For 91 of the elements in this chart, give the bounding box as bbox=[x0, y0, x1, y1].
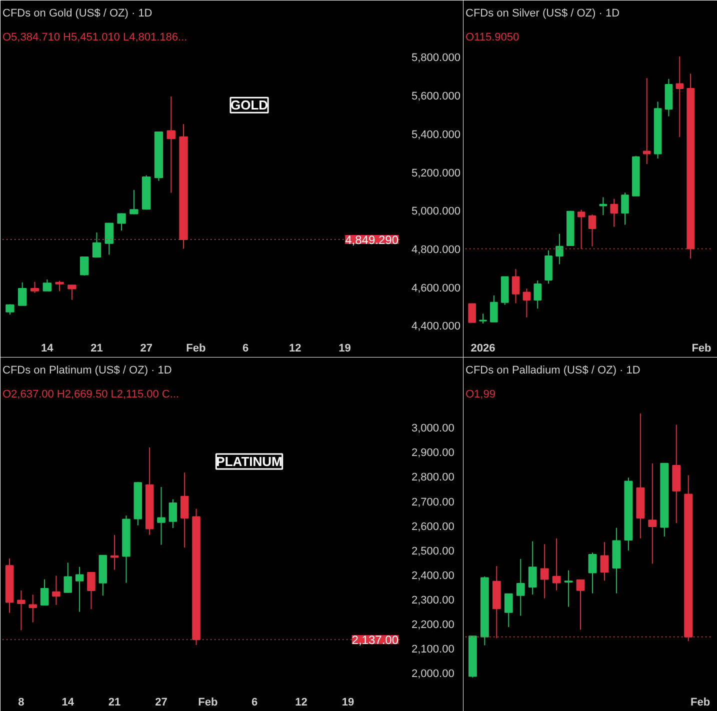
candlestick bbox=[104, 222, 114, 256]
candlestick bbox=[166, 96, 176, 194]
candlestick bbox=[17, 590, 26, 631]
y-tick-label: 5,000.000 bbox=[412, 206, 460, 218]
candlestick bbox=[676, 56, 684, 138]
x-tick-label: Feb bbox=[692, 342, 712, 354]
x-tick-label: 14 bbox=[41, 342, 54, 354]
candlestick bbox=[479, 313, 487, 324]
ref-line-label: 4,849.290 bbox=[345, 233, 399, 248]
candlestick bbox=[648, 462, 657, 564]
candlestick bbox=[87, 572, 96, 610]
y-tick-label: 2,300.00 bbox=[412, 594, 454, 607]
x-tick-label: Feb bbox=[186, 342, 206, 354]
chart-title: CFDs on Gold (US$ / OZ) · 1D bbox=[2, 8, 152, 20]
candlestick bbox=[610, 198, 618, 228]
y-tick-label: 2,500.00 bbox=[412, 545, 454, 558]
candlestick bbox=[68, 284, 76, 300]
x-tick-label: 21 bbox=[90, 342, 103, 354]
annotation: GOLD bbox=[230, 98, 268, 113]
chart-subtitle: O5,384.710 H5,451.010 L4,801.186... bbox=[2, 32, 188, 44]
y-tick-label: 3,000.00 bbox=[412, 422, 454, 435]
candlestick bbox=[42, 279, 52, 292]
x-tick-label: 12 bbox=[288, 342, 302, 354]
y-tick-label: 5,400.000 bbox=[412, 128, 460, 141]
x-tick-label: Feb bbox=[690, 696, 710, 708]
candlestick bbox=[534, 280, 542, 310]
x-tick-label: 6 bbox=[242, 342, 249, 354]
x-tick-label: 21 bbox=[108, 696, 121, 708]
candlestick bbox=[130, 189, 138, 215]
chart-title: CFDs on Platinum (US$ / OZ) · 1D bbox=[2, 364, 172, 376]
candlestick bbox=[18, 282, 27, 306]
y-tick-label: 4,600.000 bbox=[412, 282, 460, 294]
chart-title: CFDs on Silver (US$ / OZ) · 1D bbox=[466, 8, 620, 20]
candlestick bbox=[110, 534, 119, 570]
candlestick bbox=[157, 486, 166, 546]
x-tick-label: 6 bbox=[252, 696, 258, 708]
candlestick bbox=[588, 214, 596, 247]
chart-subtitle: O2,637.00 H2,669.50 L2,115.00 C... bbox=[2, 388, 180, 400]
y-tick-label: 5,200.000 bbox=[412, 167, 460, 180]
candlestick bbox=[540, 544, 549, 599]
candlestick bbox=[552, 538, 561, 591]
x-tick-label: 27 bbox=[140, 342, 152, 354]
candlestick bbox=[522, 288, 531, 318]
candlestick bbox=[64, 562, 72, 594]
y-tick-label: 2,400.00 bbox=[412, 570, 454, 582]
y-tick-label: 2,100.00 bbox=[412, 644, 454, 656]
candlestick bbox=[588, 552, 597, 594]
candlestick bbox=[599, 196, 608, 216]
candlestick bbox=[490, 294, 498, 322]
x-tick-label: 2026 bbox=[470, 342, 496, 354]
candlestick bbox=[92, 232, 102, 258]
y-tick-label: 4,800.000 bbox=[412, 244, 460, 256]
candlestick bbox=[75, 566, 84, 612]
x-tick-label: 19 bbox=[338, 342, 351, 354]
y-tick-label: 2,000.00 bbox=[412, 668, 454, 680]
y-tick-label: 4,400.000 bbox=[412, 320, 460, 333]
y-tick-label: 2,200.00 bbox=[412, 619, 454, 632]
y-tick-label: 2,800.00 bbox=[412, 472, 454, 484]
ref-line-label: 2,137.00 bbox=[352, 633, 399, 648]
candlestick bbox=[504, 593, 513, 628]
candlestick bbox=[516, 558, 525, 616]
candlestick bbox=[180, 472, 189, 548]
y-tick-label: 2,900.00 bbox=[412, 447, 454, 460]
candlestick bbox=[168, 498, 178, 529]
x-tick-label: 8 bbox=[18, 696, 24, 708]
candlestick bbox=[528, 540, 537, 596]
x-tick-label: 19 bbox=[342, 696, 354, 708]
candlestick bbox=[117, 212, 126, 232]
x-tick-label: 27 bbox=[155, 696, 168, 708]
candlestick bbox=[30, 281, 40, 294]
candlestick bbox=[621, 192, 629, 226]
candlestick bbox=[40, 578, 49, 606]
candlestick bbox=[55, 280, 64, 292]
annotation: PLATINUM bbox=[216, 454, 282, 469]
candlestick bbox=[600, 542, 609, 582]
x-tick-label: Feb bbox=[198, 696, 218, 708]
candlestick bbox=[52, 575, 60, 606]
chart-subtitle: O1,99 bbox=[466, 388, 496, 400]
chart-title: CFDs on Palladium (US$ / OZ) · 1D bbox=[466, 364, 640, 376]
y-tick-label: 2,700.00 bbox=[412, 496, 454, 508]
y-tick-label: 2,600.00 bbox=[412, 520, 454, 533]
y-tick-label: 5,800.000 bbox=[412, 52, 460, 64]
y-tick-label: 5,600.000 bbox=[412, 90, 460, 103]
candlestick bbox=[556, 233, 564, 265]
candlestick bbox=[564, 570, 573, 608]
x-tick-label: 14 bbox=[62, 696, 75, 708]
chart-subtitle: O115.9050 bbox=[466, 32, 520, 44]
candlestick bbox=[28, 594, 37, 623]
candlestick bbox=[576, 579, 585, 630]
x-tick-label: 12 bbox=[295, 696, 308, 708]
candlestick bbox=[512, 268, 520, 304]
